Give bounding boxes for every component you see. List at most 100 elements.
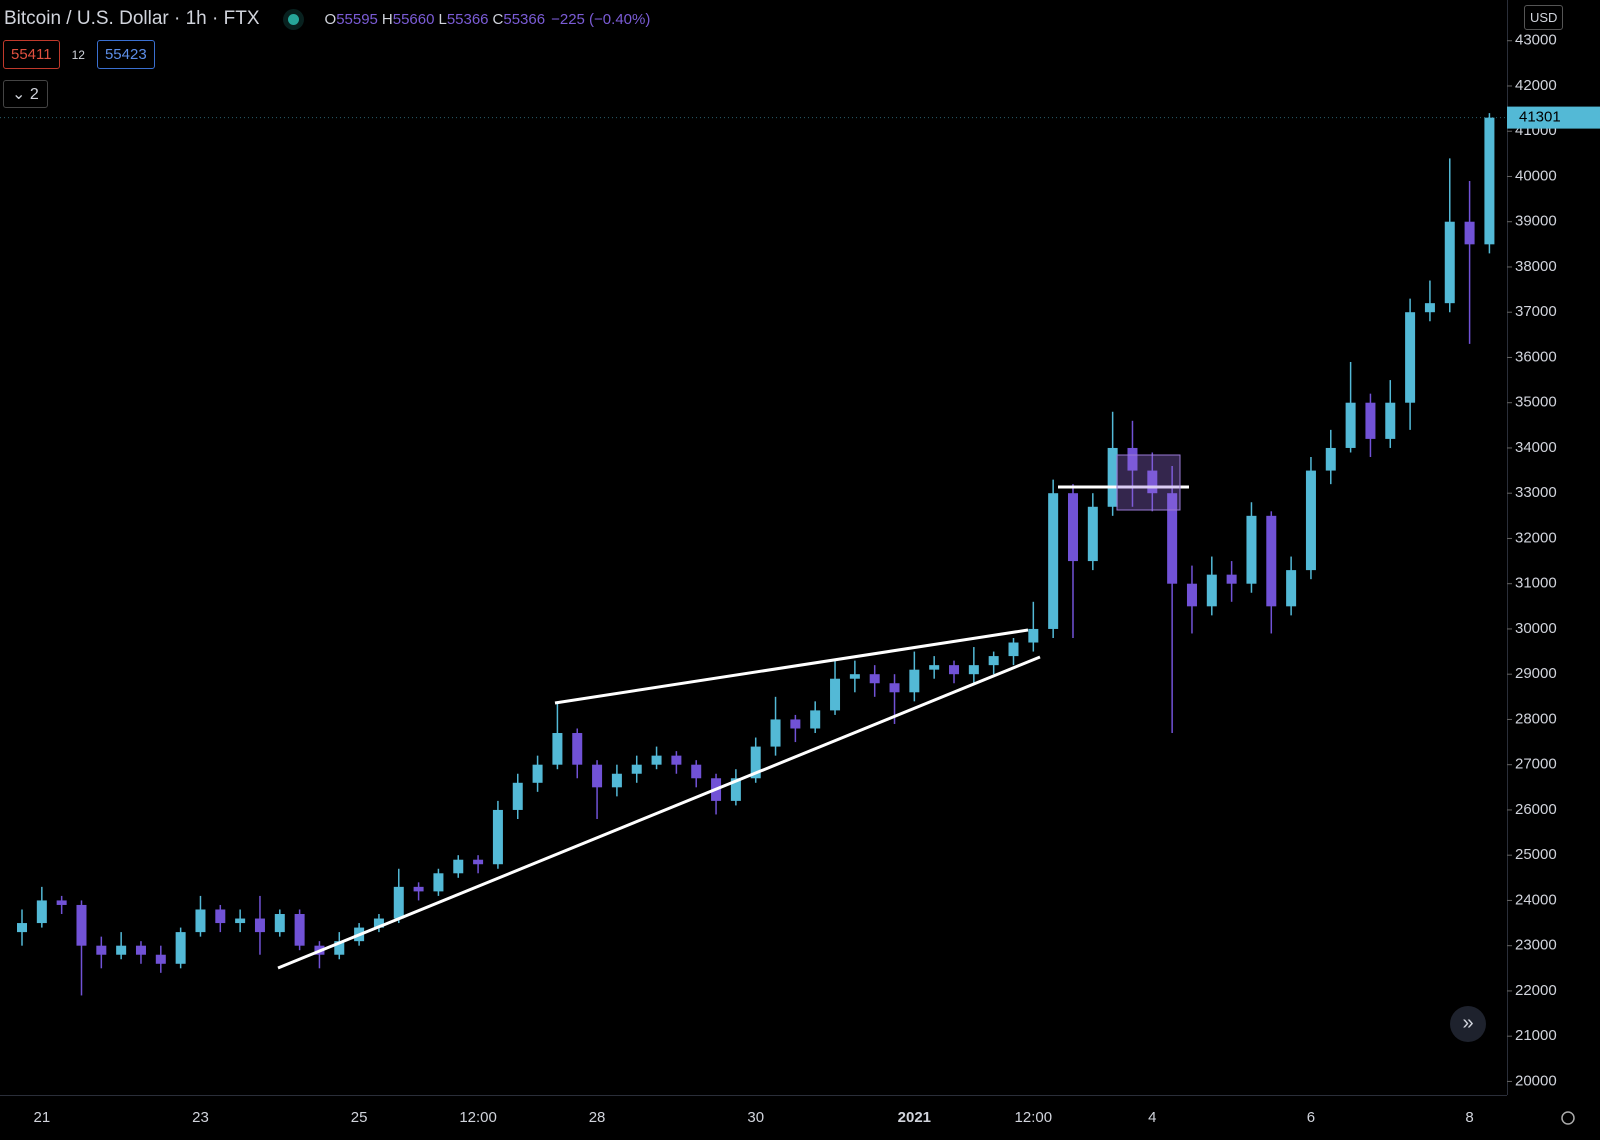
indicators-toggle[interactable]: ⌄ 2 — [3, 80, 48, 108]
candle-body — [274, 914, 285, 933]
x-tick-label: 12:00 — [1015, 1109, 1053, 1126]
candle-body — [1246, 515, 1257, 584]
candle-body — [1305, 470, 1316, 571]
candle-body — [1286, 570, 1297, 607]
candle-body — [1226, 574, 1237, 584]
candle-body — [1385, 402, 1396, 439]
y-tick-label: 40000 — [1515, 167, 1557, 184]
y-tick-label: 28000 — [1515, 710, 1557, 727]
x-tick-label: 8 — [1465, 1109, 1473, 1126]
y-tick-label: 38000 — [1515, 258, 1557, 275]
candle-body — [1087, 506, 1098, 562]
candle-body — [671, 755, 682, 765]
candle-body — [1127, 447, 1138, 471]
candle-body — [512, 782, 523, 810]
candle-body — [909, 669, 920, 693]
y-tick-label: 27000 — [1515, 756, 1557, 773]
candle-body — [1167, 493, 1178, 584]
candle-body — [1405, 312, 1416, 403]
ohlc-value: 55660 — [392, 10, 435, 28]
spread: 12 — [71, 47, 85, 62]
ohlc-legend: O55595 H55660 L55366 C55366 — [325, 11, 550, 28]
header: Bitcoin / U.S. Dollar · 1h · FTX O55595 H… — [4, 8, 650, 30]
y-tick-label: 31000 — [1515, 575, 1557, 592]
ohlc-item: H55660 — [382, 11, 435, 28]
price-axis-bg — [1507, 0, 1600, 1140]
candle-body — [830, 678, 841, 711]
y-tick-label: 32000 — [1515, 529, 1557, 546]
candle-body — [96, 945, 107, 955]
candle-body — [770, 719, 781, 747]
candle-body — [1266, 515, 1277, 607]
candle-body — [592, 764, 603, 788]
candle-body — [215, 909, 226, 924]
candle-body — [631, 764, 642, 774]
candle-body — [56, 900, 67, 905]
candle-body — [76, 904, 87, 946]
candle-body — [1008, 642, 1019, 657]
ohlc-value: 55595 — [336, 10, 378, 28]
currency-button[interactable]: USD — [1524, 5, 1564, 30]
y-tick-label: 34000 — [1515, 439, 1557, 456]
gear[interactable] — [1561, 1111, 1575, 1125]
y-tick-label: 43000 — [1515, 32, 1557, 49]
candle-body — [730, 778, 741, 801]
scroll-to-realtime[interactable]: » — [1450, 1006, 1486, 1042]
ohlc-item: L55366 — [438, 11, 488, 28]
candle-body — [254, 918, 265, 933]
x-tick-label: 28 — [589, 1109, 606, 1126]
candle-body — [36, 900, 47, 924]
candle-body — [790, 719, 801, 729]
ohlc-key: H — [381, 10, 393, 28]
candle-body — [691, 764, 702, 779]
candle-body — [1325, 447, 1336, 471]
candle-body — [1484, 117, 1495, 245]
candle-body — [1107, 447, 1118, 507]
sell-button[interactable]: 55411 — [3, 40, 60, 69]
symbol-title: Bitcoin / U.S. Dollar · 1h · FTX — [4, 8, 260, 29]
y-tick-label: 37000 — [1515, 303, 1557, 320]
trade-row: 55411 12 55423 — [3, 40, 155, 69]
y-tick-label: 39000 — [1515, 213, 1557, 230]
candle-body — [1067, 493, 1078, 562]
candle-body — [1048, 493, 1059, 629]
x-tick-label: 25 — [351, 1109, 368, 1126]
candle-body — [116, 945, 127, 955]
y-tick-label: 26000 — [1515, 801, 1557, 818]
ohlc-key: L — [438, 10, 447, 28]
candle-body — [1444, 221, 1455, 304]
candle-body — [473, 859, 484, 865]
candles — [17, 113, 1495, 996]
candle-body — [1206, 574, 1217, 607]
candle-body — [175, 932, 186, 964]
y-tick-label: 23000 — [1515, 937, 1557, 954]
candle-body — [1345, 402, 1356, 448]
candle-body — [373, 918, 384, 928]
candle-body — [453, 859, 464, 874]
x-tick-label: 12:00 — [459, 1109, 497, 1126]
candle-body — [988, 656, 999, 666]
candle-body — [1424, 303, 1435, 313]
settings-icon[interactable] — [1561, 1111, 1575, 1125]
candle-body — [17, 923, 27, 933]
candle-body — [889, 683, 900, 693]
resistance-trendline — [554, 628, 1029, 705]
last-price-tag — [1507, 106, 1600, 129]
candle-body — [195, 909, 206, 933]
candle-body — [393, 886, 404, 919]
candle-body — [611, 773, 622, 788]
candle-body — [235, 918, 246, 924]
y-tick-label: 20000 — [1515, 1072, 1557, 1089]
y-tick-label: 29000 — [1515, 665, 1557, 682]
candle-body — [532, 764, 543, 783]
x-tick-label: 23 — [192, 1109, 209, 1126]
candle-body — [572, 733, 583, 765]
buy-button[interactable]: 55423 — [96, 40, 155, 69]
candle-body — [1147, 470, 1158, 494]
drawings — [277, 454, 1189, 970]
candle-body — [949, 665, 960, 675]
y-tick-label: 22000 — [1515, 982, 1557, 999]
candle-body — [433, 873, 444, 892]
status-dot — [287, 13, 299, 25]
